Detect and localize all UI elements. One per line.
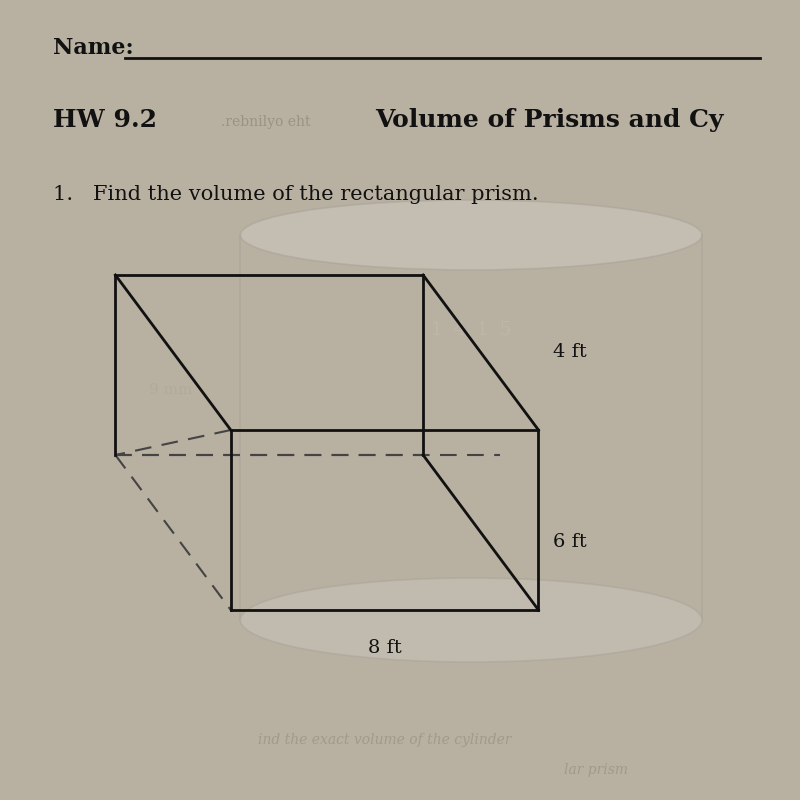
Text: HW 9.2: HW 9.2 <box>53 108 157 132</box>
Text: lar prism: lar prism <box>564 763 628 777</box>
Text: 4 ft: 4 ft <box>553 343 586 361</box>
Text: 6 ft: 6 ft <box>553 533 586 551</box>
Text: Name:: Name: <box>53 37 134 59</box>
Text: 1  4  1  5: 1 4 1 5 <box>431 321 511 339</box>
Text: Volume of Prisms and Cy: Volume of Prisms and Cy <box>375 108 723 132</box>
Text: .rebnilyo eht: .rebnilyo eht <box>221 115 310 129</box>
Text: ind the exact volume of the cylinder: ind the exact volume of the cylinder <box>258 733 511 747</box>
Text: 9 mm: 9 mm <box>149 383 192 397</box>
Text: 1.   Find the volume of the rectangular prism.: 1. Find the volume of the rectangular pr… <box>53 186 538 205</box>
Text: 8 ft: 8 ft <box>368 639 402 657</box>
Ellipse shape <box>240 578 702 662</box>
Ellipse shape <box>240 200 702 270</box>
